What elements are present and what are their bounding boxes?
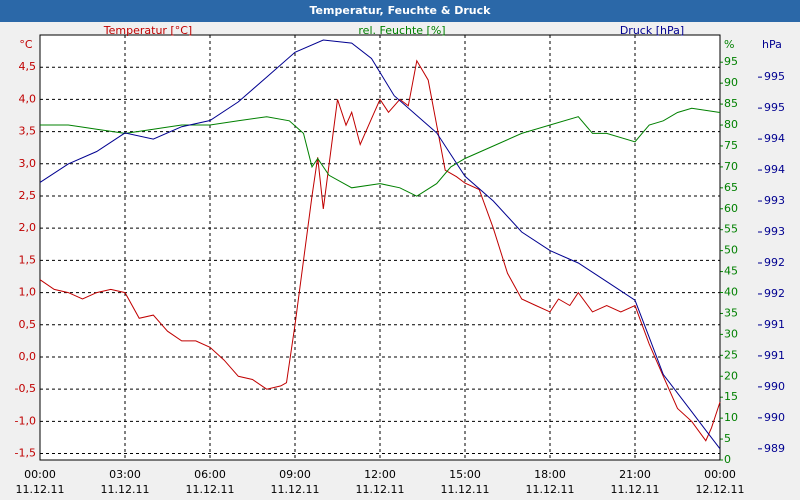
y2-tick-label: 80 [724,118,738,131]
y2-tick-label: 25 [724,348,738,361]
y2-tick-label: 50 [724,244,738,257]
x-tick-label: 06:00 [194,468,226,481]
y2-tick-label: 75 [724,139,738,152]
y3-tick-label: 991 [764,349,785,362]
x-tick-date: 11.12.11 [611,483,660,496]
series-line [39,59,721,442]
y2-tick-label: 60 [724,202,738,215]
y3-tick-label: 995 [764,101,785,114]
chart-title: Temperatur, Feuchte & Druck [310,4,492,17]
y2-axis-title: rel. Feuchte [%] [358,24,445,37]
x-tick-label: 15:00 [449,468,481,481]
y2-tick-label: 90 [724,76,738,89]
x-tick-date: 11.12.11 [441,483,490,496]
y-tick-label: 1,0 [19,286,37,299]
y-tick-label: 1,5 [19,253,37,266]
y-tick-label: 2,5 [19,189,37,202]
y3-tick-label: 992 [764,287,785,300]
series-line [39,39,721,450]
x-tick-date: 11.12.11 [526,483,575,496]
y2-tick-label: 0 [724,453,731,466]
x-tick-label: 21:00 [619,468,651,481]
y2-tick-label: 70 [724,160,738,173]
y2-tick-label: 15 [724,390,738,403]
y2-tick-label: 45 [724,265,738,278]
y3-tick-label: 995 [764,70,785,83]
x-tick-label: 12:00 [364,468,396,481]
y2-tick-label: 5 [724,432,731,445]
x-tick-date: 11.12.11 [16,483,65,496]
y-tick-label: -1,0 [15,414,36,427]
y-tick-label: 2,0 [19,221,37,234]
x-tick-label: 03:00 [109,468,141,481]
y2-tick-label: 35 [724,306,738,319]
y3-tick-label: 989 [764,442,785,455]
y-tick-label: 3,0 [19,157,37,170]
y2-unit: % [724,38,734,51]
y-tick-label: 4,0 [19,92,37,105]
y-tick-label: 4,5 [19,60,37,73]
y2-tick-label: 85 [724,97,738,110]
x-tick-label: 00:00 [24,468,56,481]
y2-tick-label: 30 [724,327,738,340]
y2-tick-label: 95 [724,55,738,68]
y3-axis-title: Druck [hPa] [620,24,684,37]
y3-tick-label: 993 [764,194,785,207]
x-tick-date: 11.12.11 [101,483,150,496]
y3-tick-label: 992 [764,256,785,269]
y2-tick-label: 40 [724,286,738,299]
x-tick-date: 11.12.11 [356,483,405,496]
y3-tick-label: 991 [764,318,785,331]
y2-tick-label: 55 [724,223,738,236]
x-tick-label: 09:00 [279,468,311,481]
x-tick-date: 11.12.11 [271,483,320,496]
title-bar [0,0,800,22]
y-tick-label: -0,5 [15,382,36,395]
y3-tick-label: 994 [764,132,785,145]
y3-unit: hPa [762,38,782,51]
y3-tick-label: 990 [764,380,785,393]
y2-tick-label: 65 [724,181,738,194]
x-tick-date: 11.12.11 [186,483,235,496]
y2-tick-label: 10 [724,411,738,424]
x-tick-date: 12.12.11 [696,483,745,496]
y3-tick-label: 993 [764,225,785,238]
y-tick-label: 3,5 [19,125,37,138]
y-tick-label: -1,5 [15,447,36,460]
y-unit: °C [19,38,33,51]
y3-tick-label: 994 [764,163,785,176]
y-tick-label: 0,5 [19,318,37,331]
x-tick-label: 18:00 [534,468,566,481]
y-axis-title: Temperatur [°C] [103,24,192,37]
x-tick-label: 00:00 [704,468,736,481]
y2-tick-label: 20 [724,369,738,382]
y3-tick-label: 990 [764,411,785,424]
y-tick-label: 0,0 [19,350,37,363]
